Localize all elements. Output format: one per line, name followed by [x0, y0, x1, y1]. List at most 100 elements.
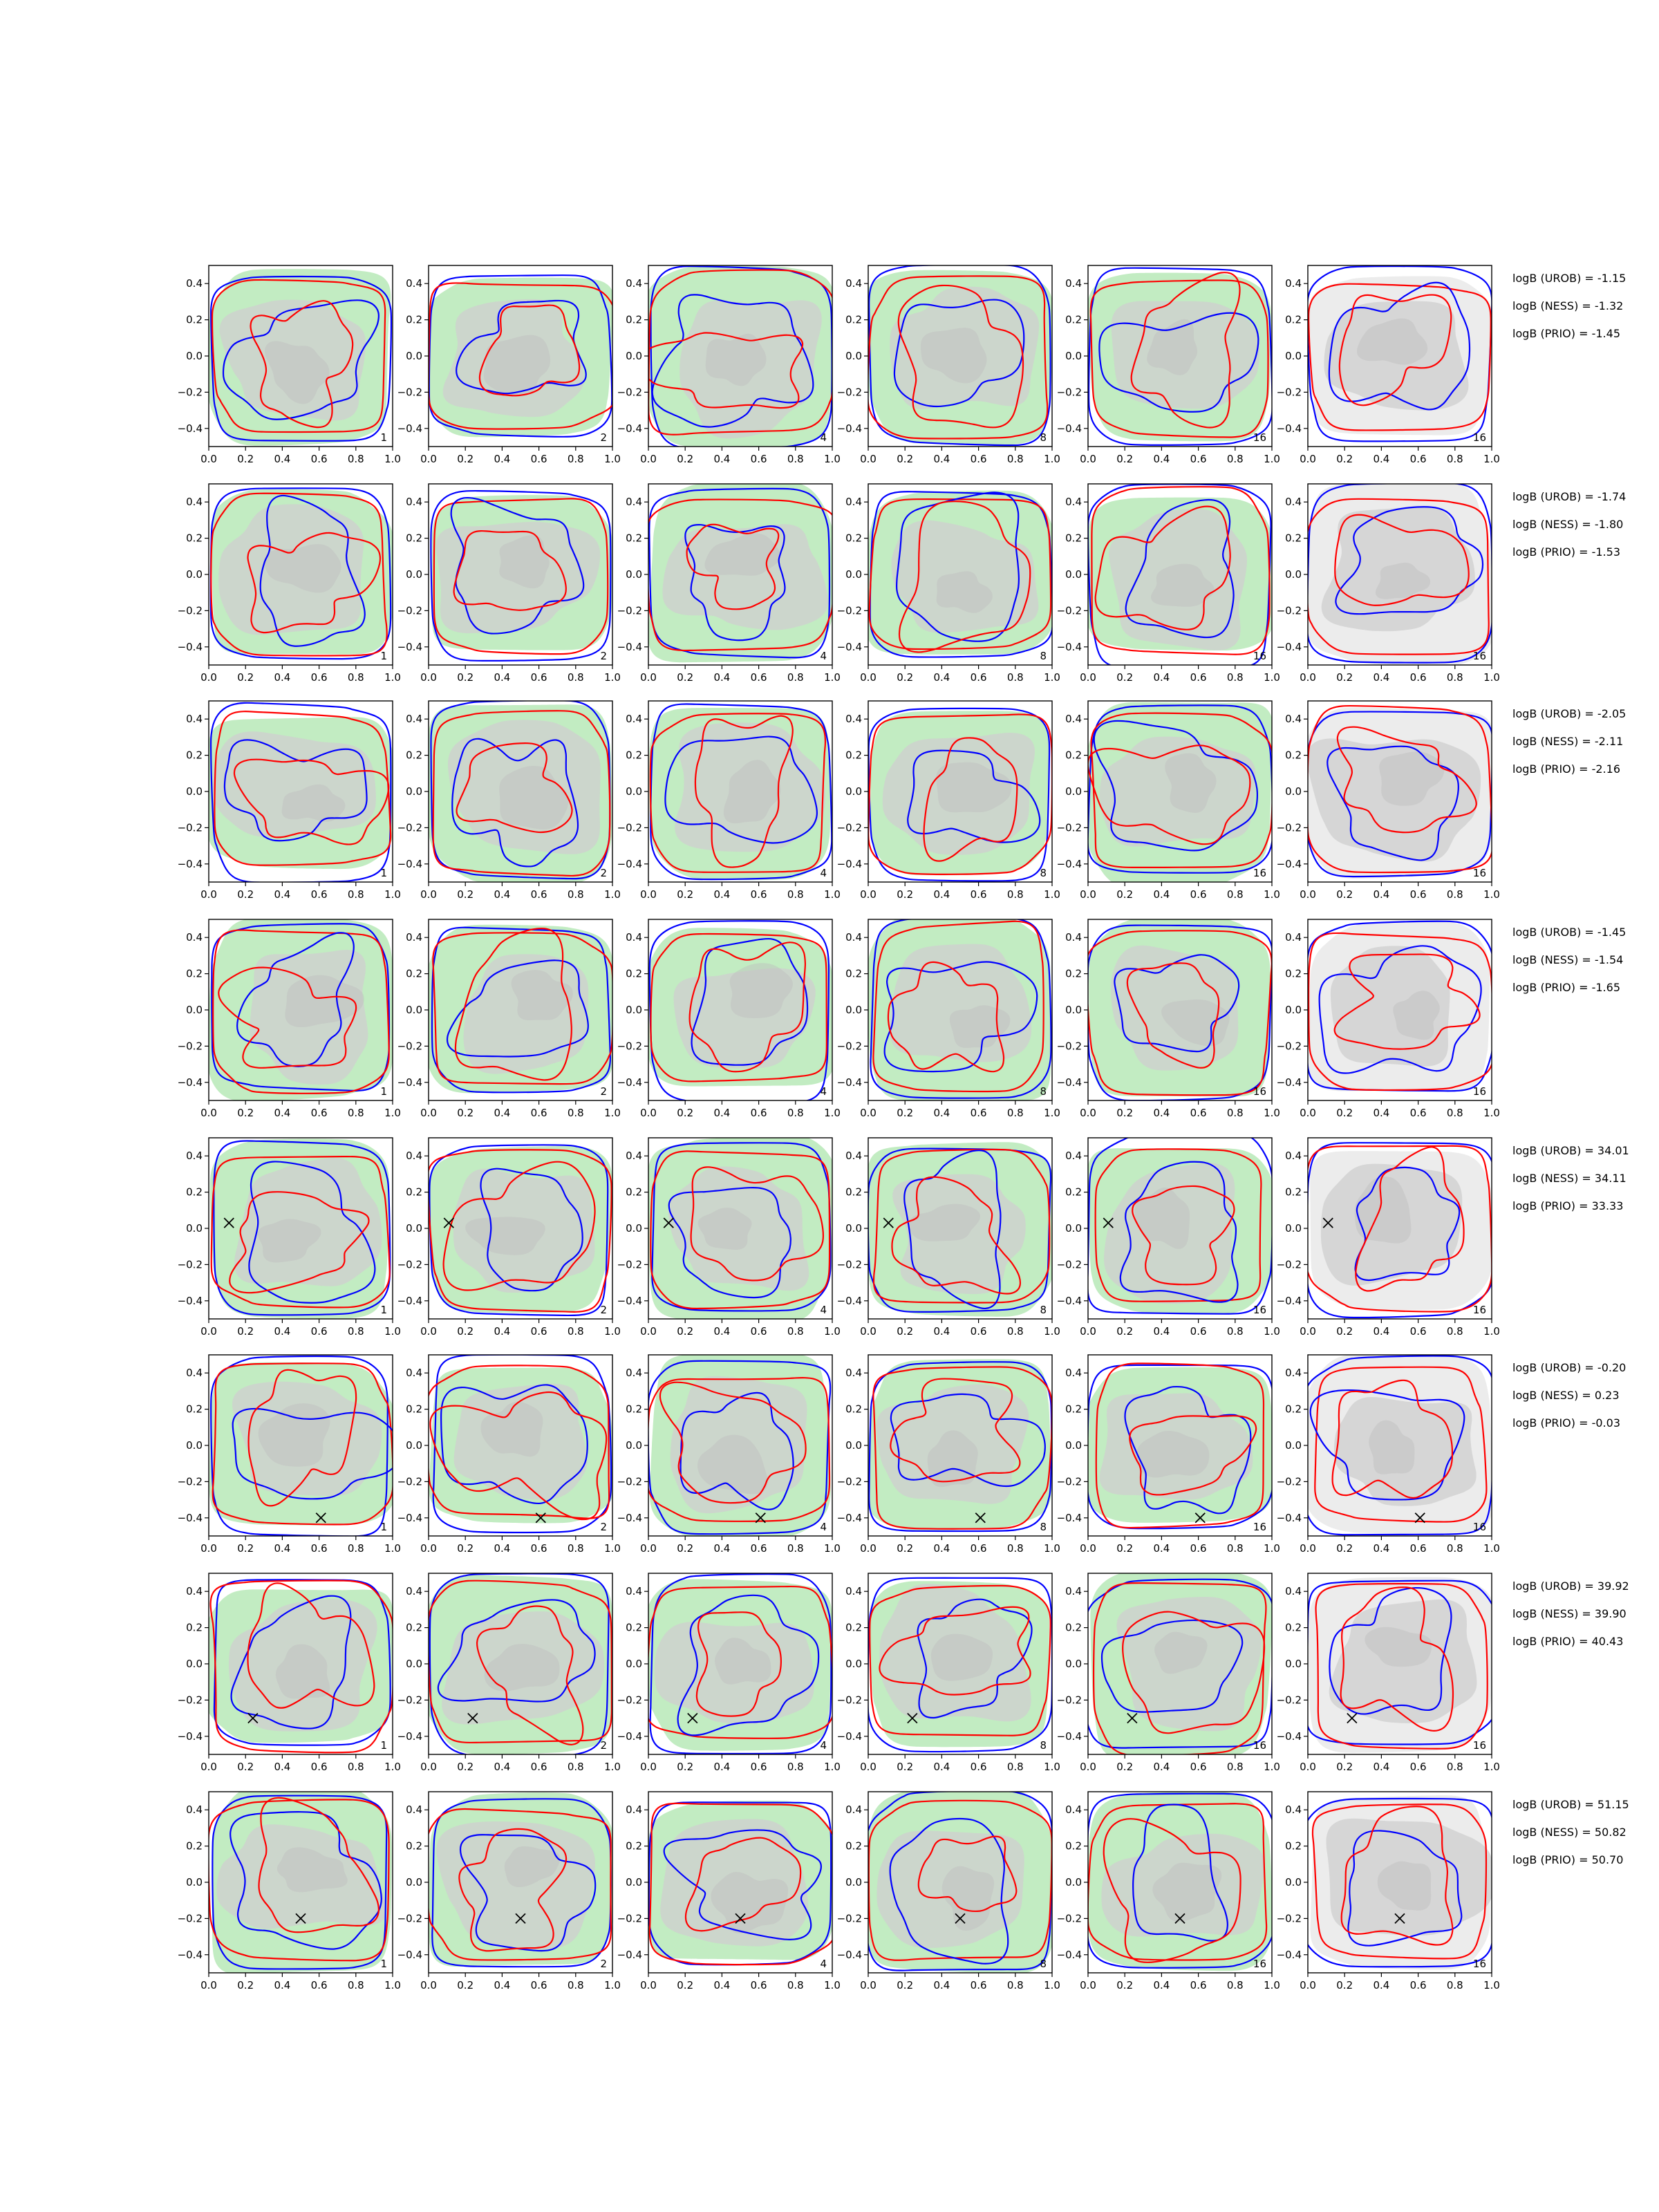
true-parameter-marker: [1347, 1712, 1358, 1724]
x-tick-label: 0.4: [1153, 1325, 1170, 1338]
logb-label: logB (UROB) = -2.05: [1512, 707, 1626, 720]
contour-inner-blue: [446, 959, 589, 1058]
y-tick-label: −0.4: [1277, 1295, 1302, 1307]
density-fills: [1088, 702, 1272, 882]
y-tick-label: −0.2: [1277, 386, 1302, 398]
x-tick-label: 0.0: [1300, 1979, 1316, 1991]
contour-outer-red: [429, 1149, 612, 1313]
density-fills: [1089, 919, 1271, 1097]
x-tick-label: 0.0: [640, 888, 657, 901]
y-tick-label: 0.4: [406, 1150, 422, 1162]
y-tick-label: −0.2: [397, 1912, 422, 1924]
contour-inner-red: [250, 300, 354, 429]
density-fills: [1088, 272, 1272, 442]
subplot: 0.4 0.2 0.0 −0.2 −0.4 0.0 0.2 0.4 0.6 0.8 1.0 16: [1277, 919, 1500, 1119]
y-tick-label: −0.2: [1277, 1258, 1302, 1271]
y-tick-label: −0.4: [1277, 1949, 1302, 1961]
x-tick-label: 0.0: [860, 1979, 877, 1991]
contour-outer-red: [212, 1362, 393, 1526]
y-tick-label: 0.0: [845, 1004, 862, 1016]
density-fill-inner: [1333, 1397, 1477, 1506]
x-tick-label: 0.2: [237, 1979, 254, 1991]
y-tick-label: −0.4: [397, 1949, 422, 1961]
subplot: 0.4 0.2 0.0 −0.2 −0.4 0.0 0.2 0.4 0.6 0.8 1.0 16: [1277, 1137, 1500, 1338]
logb-label: logB (PRIO) = -1.53: [1512, 545, 1620, 559]
x-tick-label: 0.2: [677, 671, 693, 684]
x-tick-label: 0.8: [1227, 671, 1244, 684]
x-tick-label: 0.6: [531, 1542, 547, 1555]
density-fill-inner: [877, 1830, 1024, 1949]
x-tick-label: 0.8: [1007, 1761, 1024, 1773]
subplot: 0.4 0.2 0.0 −0.2 −0.4 0.0 0.2 0.4 0.6 0.8 1.0 1: [178, 1573, 401, 1773]
y-tick-label: 0.0: [1065, 568, 1082, 581]
x-tick-label: 0.2: [1116, 1979, 1133, 1991]
y-tick-label: −0.2: [617, 1040, 642, 1052]
contour-inner-red: [695, 1611, 782, 1717]
y-tick-label: 0.4: [1065, 1150, 1082, 1162]
contour-lines: [868, 1577, 1052, 1753]
x-tick-label: 0.8: [1007, 1979, 1024, 1991]
density-fills: [429, 924, 612, 1094]
logb-label: logB (PRIO) = 40.43: [1512, 1635, 1623, 1648]
y-tick-label: −0.4: [397, 1512, 422, 1524]
density-fills: [429, 1575, 612, 1754]
y-tick-label: 0.4: [406, 1367, 422, 1379]
true-parameter-marker: [223, 1217, 234, 1228]
contour-inner-blue: [1354, 1166, 1461, 1282]
x-tick-label: 0.2: [1116, 1761, 1133, 1773]
x-tick-label: 1.0: [384, 1542, 401, 1555]
density-fill-core: [1152, 1862, 1222, 1922]
y-tick-label: 0.2: [1065, 1186, 1082, 1199]
x-tick-label: 0.4: [1373, 1325, 1389, 1338]
x-tick-label: 0.4: [713, 453, 730, 465]
density-fills: [648, 1800, 832, 1960]
x-tick-label: 1.0: [1264, 1979, 1280, 1991]
y-tick-label: −0.2: [617, 1912, 642, 1924]
contour-inner-red: [1132, 1185, 1235, 1286]
contour-lines: [429, 1144, 612, 1317]
x-tick-label: 0.8: [348, 671, 364, 684]
x-tick-label: 0.2: [237, 671, 254, 684]
marker-stroke: [1103, 1217, 1114, 1228]
x-tick-label: 0.2: [457, 1761, 474, 1773]
x-tick-label: 0.2: [457, 1325, 474, 1338]
contour-outer-blue: [210, 275, 393, 442]
contour-outer-red: [1308, 283, 1492, 431]
contour-outer-blue: [649, 1573, 832, 1754]
y-tick-label: −0.2: [837, 1040, 862, 1052]
density-fill-core: [1369, 1420, 1415, 1474]
contour-lines: [868, 1361, 1052, 1533]
y-tick-label: 0.0: [845, 1222, 862, 1235]
x-tick-label: 0.4: [713, 1542, 730, 1555]
contour-lines: [648, 920, 830, 1100]
panel-number: 2: [600, 1521, 607, 1533]
x-tick-label: 0.0: [1300, 671, 1316, 684]
contour-lines: [1308, 265, 1492, 442]
density-fill-core: [1379, 751, 1445, 806]
y-tick-label: −0.4: [397, 858, 422, 870]
x-tick-label: 0.4: [713, 1761, 730, 1773]
x-tick-label: 0.8: [568, 671, 584, 684]
y-tick-label: −0.4: [397, 641, 422, 653]
x-tick-label: 0.4: [494, 1761, 510, 1773]
contour-inner-red: [453, 529, 567, 611]
panel-row: 0.40.20.0−0.2−0.40.0 0.2 0.4 0.6 0.8 1.010.40…: [178, 919, 1626, 1119]
contour-inner-blue: [459, 1834, 597, 1952]
x-tick-label: 0.8: [1447, 1761, 1463, 1773]
x-tick-label: 0.6: [1190, 453, 1207, 465]
contour-lines: [429, 1798, 612, 1968]
x-tick-label: 0.4: [933, 1107, 950, 1119]
x-tick-label: 0.8: [787, 671, 804, 684]
subplot: 0.4 0.2 0.0 −0.2 −0.4 0.0 0.2 0.4 0.6 0.8 1.0 2: [397, 265, 621, 465]
x-tick-label: 0.6: [311, 671, 328, 684]
logb-label: logB (NESS) = -2.11: [1512, 735, 1623, 748]
density-fills: [209, 1589, 393, 1743]
y-tick-label: 0.0: [1065, 1876, 1082, 1888]
subplot: 0.4 0.2 0.0 −0.2 −0.4 0.0 0.2 0.4 0.6 0.8 1.0 1: [178, 700, 401, 901]
x-tick-label: 0.4: [1373, 888, 1389, 901]
x-tick-label: 1.0: [1483, 888, 1500, 901]
x-tick-label: 0.4: [713, 1325, 730, 1338]
x-tick-label: 0.4: [1373, 1107, 1389, 1119]
y-tick-label: −0.2: [617, 1694, 642, 1706]
x-tick-label: 0.6: [1190, 1107, 1207, 1119]
